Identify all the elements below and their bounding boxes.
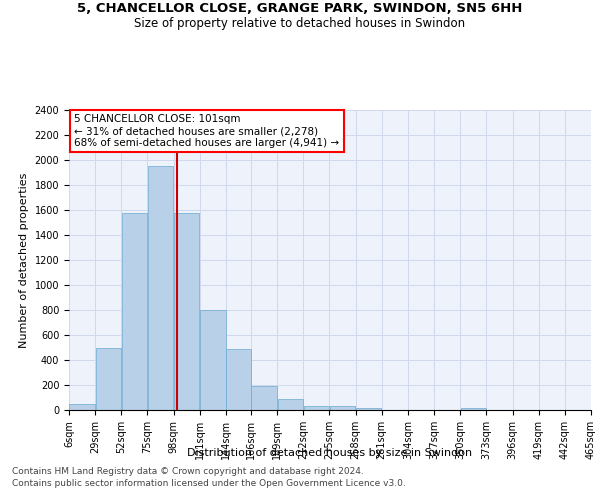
Bar — [148, 166, 173, 410]
Bar — [330, 406, 355, 410]
Bar — [251, 386, 277, 410]
Bar — [461, 408, 486, 410]
Text: 5 CHANCELLOR CLOSE: 101sqm
← 31% of detached houses are smaller (2,278)
68% of s: 5 CHANCELLOR CLOSE: 101sqm ← 31% of deta… — [74, 114, 340, 148]
Bar — [200, 310, 226, 410]
Bar — [356, 408, 382, 410]
Text: Contains HM Land Registry data © Crown copyright and database right 2024.: Contains HM Land Registry data © Crown c… — [12, 467, 364, 476]
Bar — [304, 406, 329, 410]
Bar — [174, 212, 199, 410]
Bar — [70, 404, 95, 410]
Text: 5, CHANCELLOR CLOSE, GRANGE PARK, SWINDON, SN5 6HH: 5, CHANCELLOR CLOSE, GRANGE PARK, SWINDO… — [77, 2, 523, 16]
Bar — [95, 348, 121, 410]
Text: Size of property relative to detached houses in Swindon: Size of property relative to detached ho… — [134, 18, 466, 30]
Y-axis label: Number of detached properties: Number of detached properties — [19, 172, 29, 348]
Bar — [226, 349, 251, 410]
Bar — [278, 399, 303, 410]
Text: Contains public sector information licensed under the Open Government Licence v3: Contains public sector information licen… — [12, 478, 406, 488]
Bar — [122, 212, 147, 410]
Text: Distribution of detached houses by size in Swindon: Distribution of detached houses by size … — [187, 448, 473, 458]
